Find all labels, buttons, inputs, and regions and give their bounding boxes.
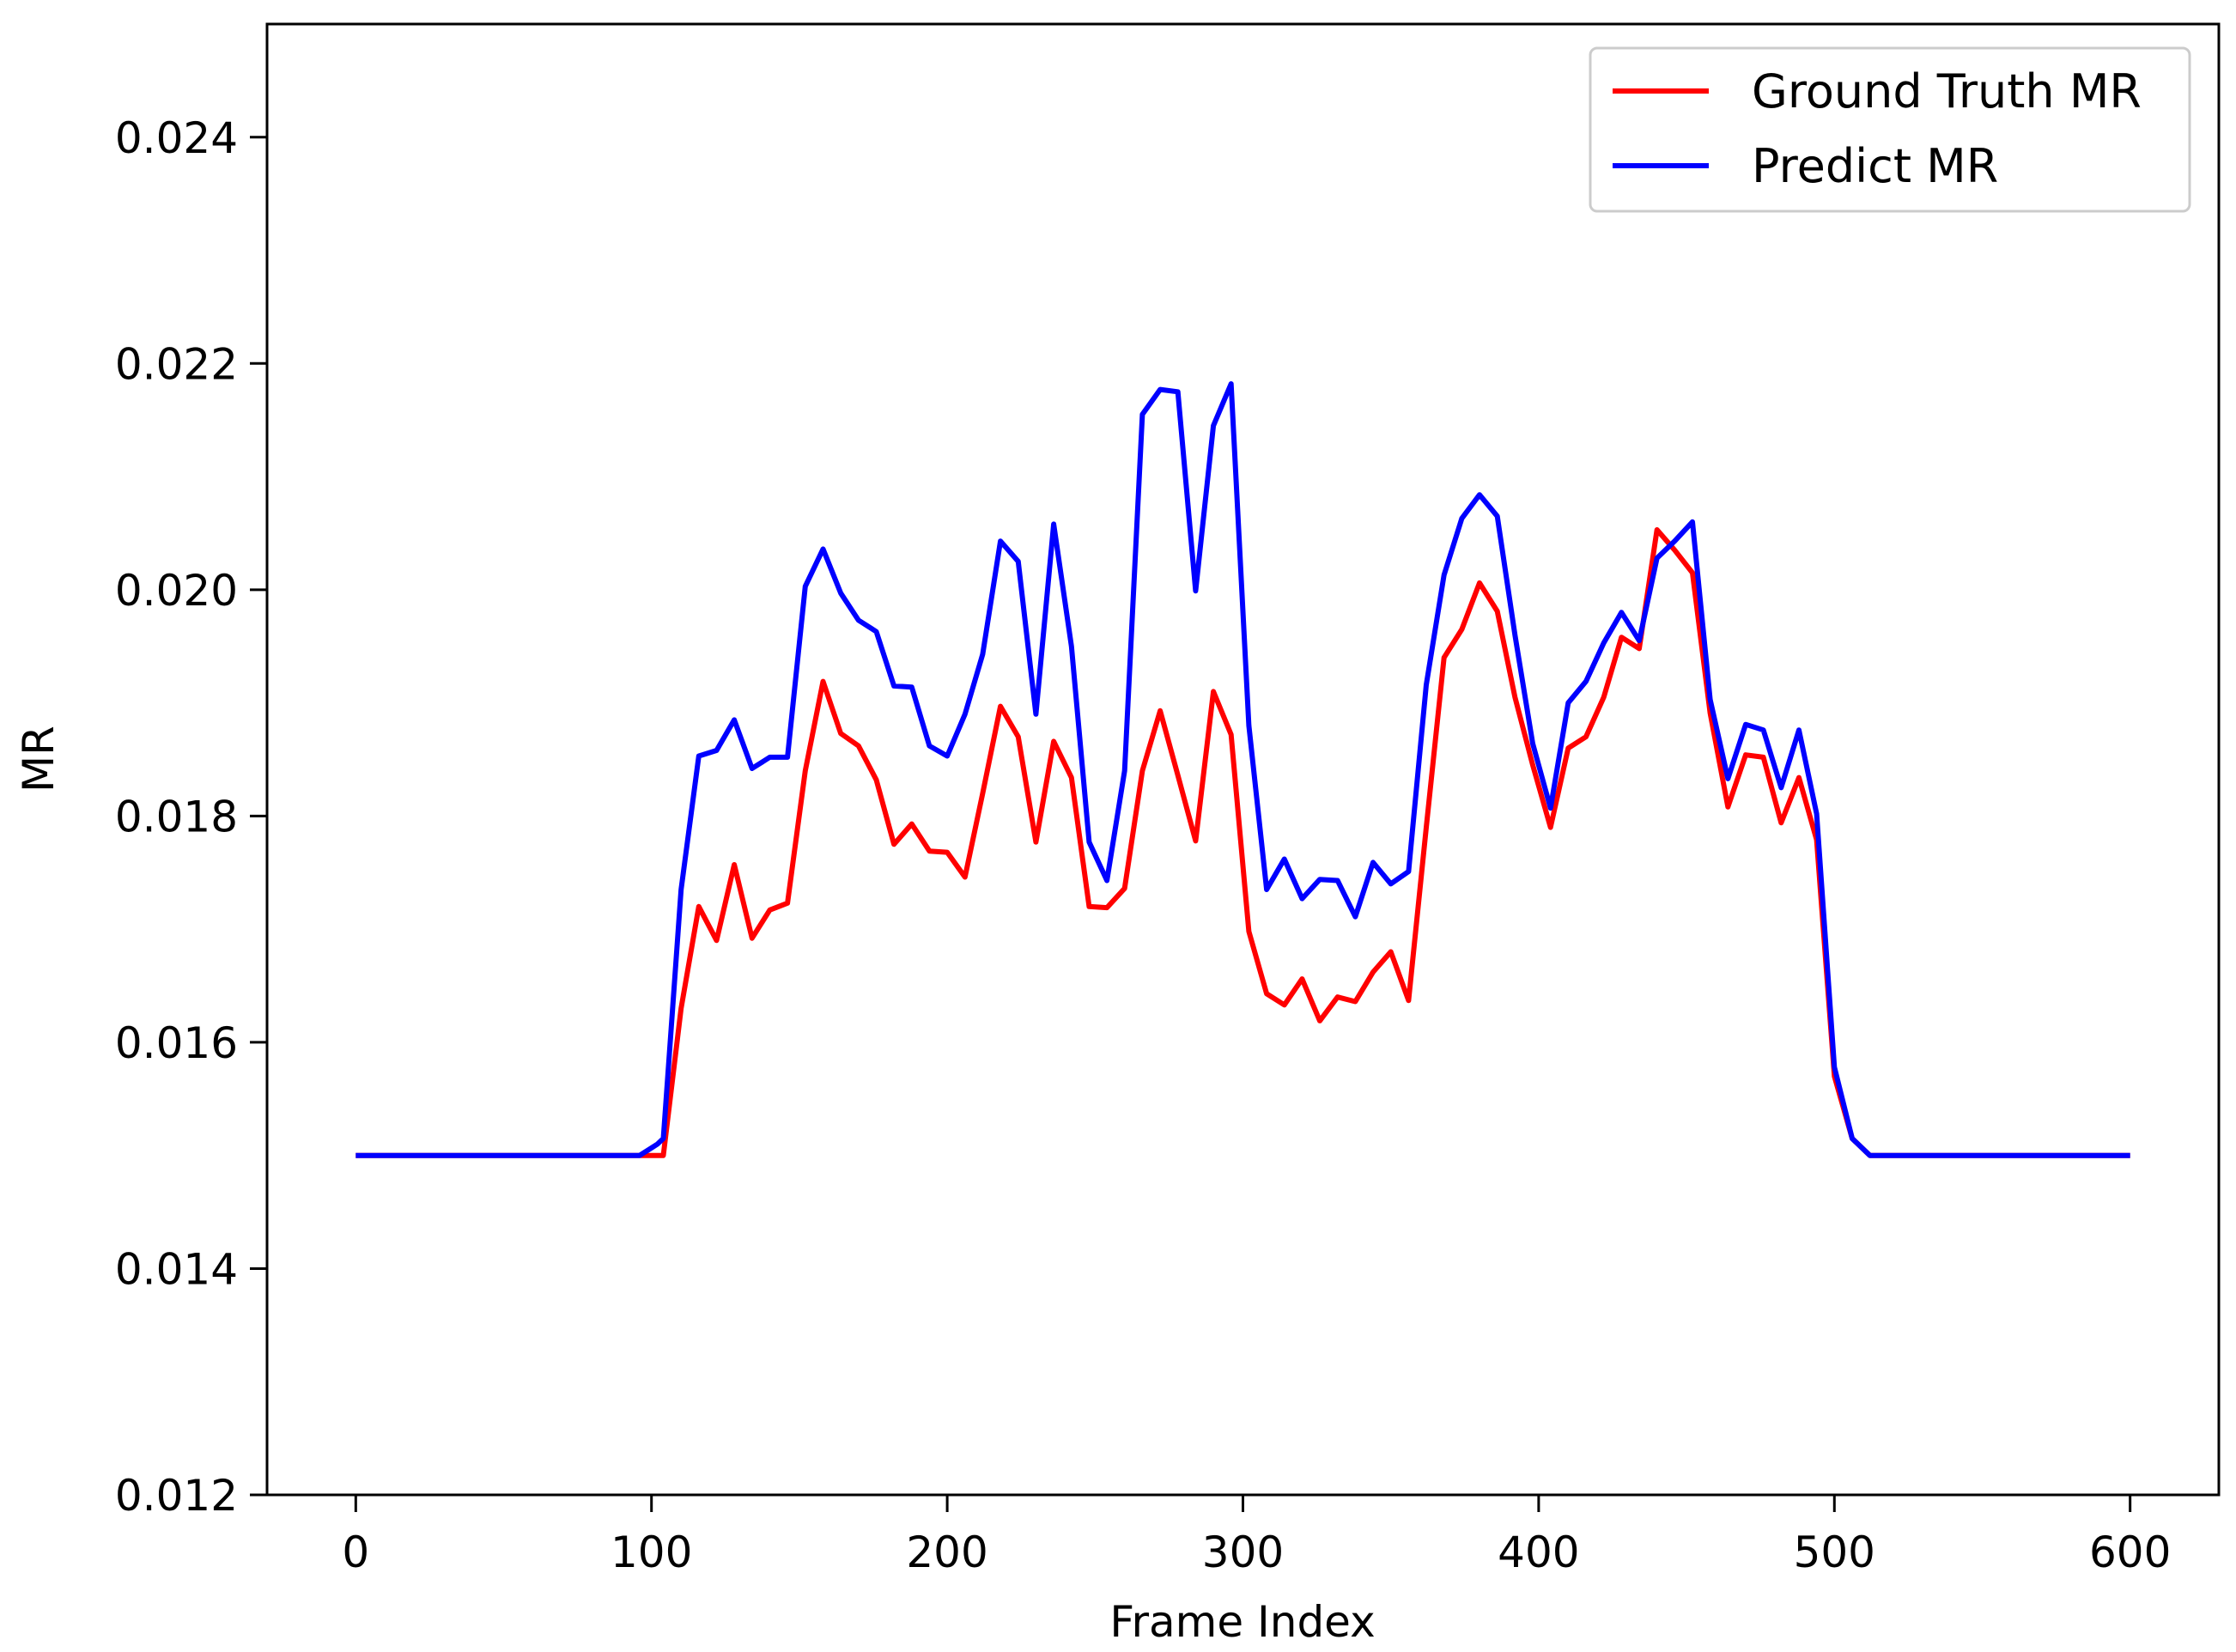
legend-label-ground-truth: Ground Truth MR xyxy=(1752,64,2142,118)
x-tick-label: 500 xyxy=(1794,1527,1875,1577)
y-tick-label: 0.024 xyxy=(115,113,238,163)
x-tick-label: 0 xyxy=(342,1527,369,1577)
y-tick-label: 0.018 xyxy=(115,792,238,841)
legend: Ground Truth MR Predict MR xyxy=(1589,46,2191,213)
x-tick-label: 400 xyxy=(1498,1527,1579,1577)
y-tick-label: 0.016 xyxy=(115,1018,238,1068)
legend-box xyxy=(1589,46,2191,213)
series-lines xyxy=(355,381,2130,1158)
legend-label-predict: Predict MR xyxy=(1752,139,1998,193)
y-tick-label: 0.020 xyxy=(115,566,238,616)
x-tick-label: 300 xyxy=(1202,1527,1284,1577)
x-tick-label: 200 xyxy=(906,1527,987,1577)
y-axis: 0.012 0.014 0.016 0.018 0.020 0.022 0.024 xyxy=(115,113,267,1521)
plot-area xyxy=(267,24,2219,1495)
x-axis-label: Frame Index xyxy=(1109,1597,1375,1647)
y-tick-label: 0.014 xyxy=(115,1244,238,1294)
x-tick-label: 100 xyxy=(611,1527,692,1577)
series-line-1 xyxy=(355,381,2130,1158)
y-axis-label: MR xyxy=(14,726,64,793)
y-tick-label: 0.012 xyxy=(115,1471,238,1521)
x-axis: 0 100 200 300 400 500 600 xyxy=(342,1495,2171,1577)
axes-background xyxy=(267,24,2219,1495)
y-tick-label: 0.022 xyxy=(115,339,238,389)
x-tick-label: 600 xyxy=(2089,1527,2171,1577)
